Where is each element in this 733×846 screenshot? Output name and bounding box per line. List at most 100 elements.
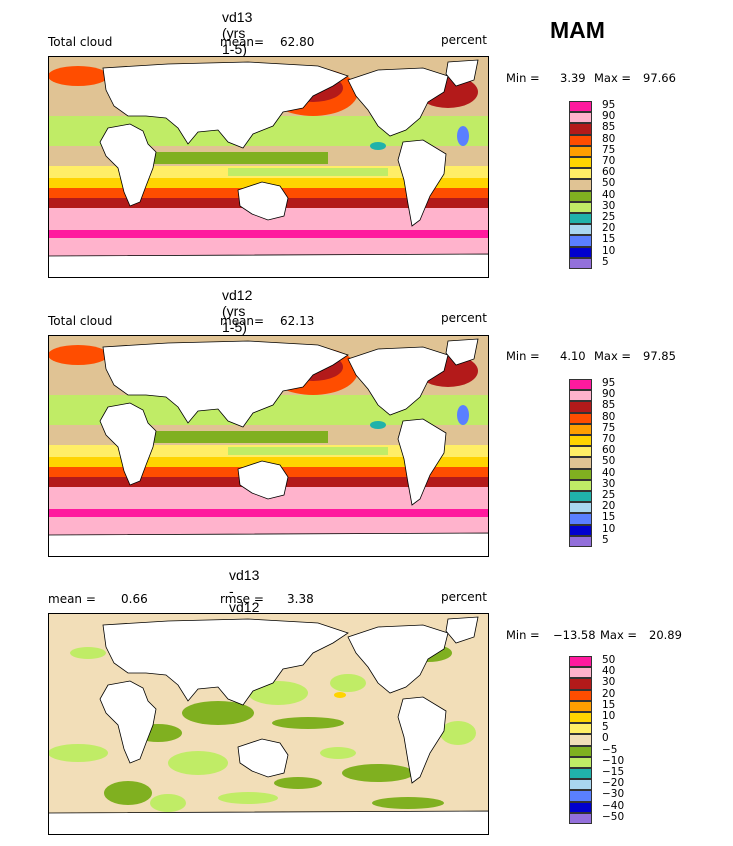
panel-1-mean-value: 62.80 — [280, 35, 315, 49]
colorbar-label: 30 — [602, 676, 616, 689]
colorbar-label: 90 — [602, 110, 616, 123]
colorbar-label: 95 — [602, 99, 616, 111]
colorbar-swatch — [569, 768, 592, 780]
colorbar-swatch — [569, 112, 592, 124]
colorbar-swatch — [569, 667, 592, 679]
colorbar-swatch — [569, 689, 592, 701]
colorbar-swatch — [569, 502, 592, 514]
panel-1-title: vd13 (yrs 1-5) — [222, 9, 253, 57]
colorbar-swatch — [569, 201, 592, 213]
panel-3-min-label: Min = — [506, 628, 540, 642]
colorbar-label: 30 — [602, 199, 616, 212]
colorbar-swatch — [569, 479, 592, 491]
panel-3-mean-value: 0.66 — [121, 592, 148, 606]
colorbar-label: 20 — [602, 500, 616, 513]
panel-2-mean-value: 62.13 — [280, 314, 315, 328]
colorbar-label: 20 — [602, 222, 616, 235]
colorbar-label: −5 — [602, 743, 618, 756]
colorbar-swatch — [569, 656, 592, 668]
colorbar-swatch — [569, 801, 592, 813]
colorbar-swatch — [569, 134, 592, 146]
panel-1-max-value: 97.66 — [643, 71, 676, 85]
colorbar-swatch — [569, 379, 592, 391]
colorbar-label: 15 — [602, 511, 616, 524]
panel-1-map — [48, 56, 489, 278]
colorbar-label: 40 — [602, 188, 616, 201]
panel-3-units: percent — [441, 590, 487, 604]
colorbar-label: 70 — [602, 433, 616, 445]
panel-3-rmse-value: 3.38 — [287, 592, 314, 606]
panel-2-units: percent — [441, 311, 487, 325]
colorbar-swatch — [569, 535, 592, 547]
colorbar-label: −50 — [602, 810, 625, 823]
colorbar-label: 30 — [602, 477, 616, 490]
colorbar-swatch — [569, 756, 592, 768]
colorbar-label: 5 — [602, 255, 609, 268]
panel-1-mean-label: mean= — [220, 35, 265, 49]
panel-2-min-value: 4.10 — [560, 349, 586, 363]
colorbar-swatch — [569, 168, 592, 180]
panel-2-mean-label: mean= — [220, 314, 265, 328]
colorbar-swatch — [569, 513, 592, 525]
panel-2-max-value: 97.85 — [643, 349, 676, 363]
colorbar-swatch — [569, 723, 592, 735]
colorbar-label: 75 — [602, 143, 616, 156]
panel-1-min-value: 3.39 — [560, 71, 586, 85]
colorbar-swatch — [569, 101, 592, 113]
colorbar-swatch — [569, 745, 592, 757]
colorbar-label: 5 — [602, 533, 609, 546]
colorbar-label: −40 — [602, 799, 625, 812]
colorbar-swatch — [569, 491, 592, 503]
colorbar-swatch — [569, 179, 592, 191]
colorbar-label: 15 — [602, 233, 616, 246]
colorbar-label: 40 — [602, 665, 616, 678]
colorbar-swatch — [569, 145, 592, 157]
colorbar-swatch — [569, 457, 592, 469]
colorbar-label: 70 — [602, 155, 616, 167]
colorbar-swatch — [569, 700, 592, 712]
colorbar-label: 15 — [602, 698, 616, 711]
colorbar-swatch — [569, 435, 592, 447]
colorbar-swatch — [569, 468, 592, 480]
colorbar-label: 85 — [602, 399, 616, 412]
panel-2-variable-label: Total cloud — [48, 314, 113, 328]
season-label: MAM — [550, 17, 605, 43]
colorbar-swatch — [569, 390, 592, 402]
colorbar-label: 0 — [602, 732, 609, 745]
panel-2-max-label: Max = — [594, 349, 632, 363]
colorbar-label: 10 — [602, 244, 616, 257]
colorbar-swatch — [569, 224, 592, 236]
panel-3-rmse-label: rmse = — [220, 592, 264, 606]
colorbar-label: 50 — [602, 455, 616, 468]
panel-2-colorbar: 95 90 85 80 75 70 60 50 40 30 25 20 15 10 5 — [569, 378, 639, 549]
panel-1-max-label: Max = — [594, 71, 632, 85]
panel-2-min-label: Min = — [506, 349, 540, 363]
colorbar-label: 5 — [602, 721, 609, 734]
colorbar-label: 50 — [602, 654, 616, 666]
colorbar-swatch — [569, 779, 592, 791]
panel-1-min-label: Min = — [506, 71, 540, 85]
colorbar-swatch — [569, 412, 592, 424]
colorbar-swatch — [569, 257, 592, 269]
panel-3-mean-label: mean = — [48, 592, 96, 606]
panel-1-colorbar: 95 90 85 80 75 70 60 50 40 30 25 20 15 10 5 — [569, 99, 639, 271]
colorbar-label: 40 — [602, 466, 616, 479]
colorbar-swatch — [569, 678, 592, 690]
panel-3-colorbar: 50 40 30 20 15 10 5 0 −5 −10 −15 −20 −30 −40 −50 — [569, 654, 639, 826]
panel-3-title: vd13 - vd12 — [229, 567, 260, 615]
colorbar-swatch — [569, 190, 592, 202]
colorbar-label: 80 — [602, 132, 616, 145]
colorbar-label: 10 — [602, 522, 616, 535]
colorbar-label: 75 — [602, 421, 616, 434]
colorbar-label: 60 — [602, 166, 616, 179]
colorbar-swatch — [569, 524, 592, 536]
colorbar-label: −15 — [602, 766, 625, 778]
panel-2-title: vd12 (yrs 1-5) — [222, 287, 253, 335]
colorbar-swatch — [569, 123, 592, 135]
colorbar-swatch — [569, 246, 592, 258]
colorbar-label: −20 — [602, 777, 625, 790]
colorbar-swatch — [569, 401, 592, 413]
colorbar-label: 25 — [602, 211, 616, 223]
colorbar-label: 85 — [602, 121, 616, 134]
colorbar-label: −10 — [602, 754, 625, 767]
